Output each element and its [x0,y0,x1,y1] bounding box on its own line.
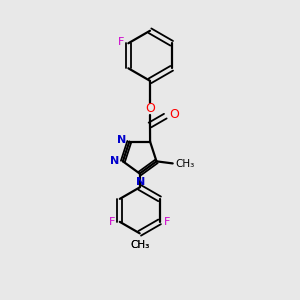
Text: CH₃: CH₃ [130,240,149,250]
Text: O: O [145,102,155,115]
Text: F: F [118,37,124,47]
Text: F: F [164,217,170,227]
Text: N: N [136,177,145,187]
Text: N: N [116,135,126,145]
Text: F: F [109,217,116,227]
Text: O: O [169,108,179,121]
Text: CH₃: CH₃ [130,240,149,250]
Text: CH₃: CH₃ [176,159,195,169]
Text: N: N [110,156,119,166]
